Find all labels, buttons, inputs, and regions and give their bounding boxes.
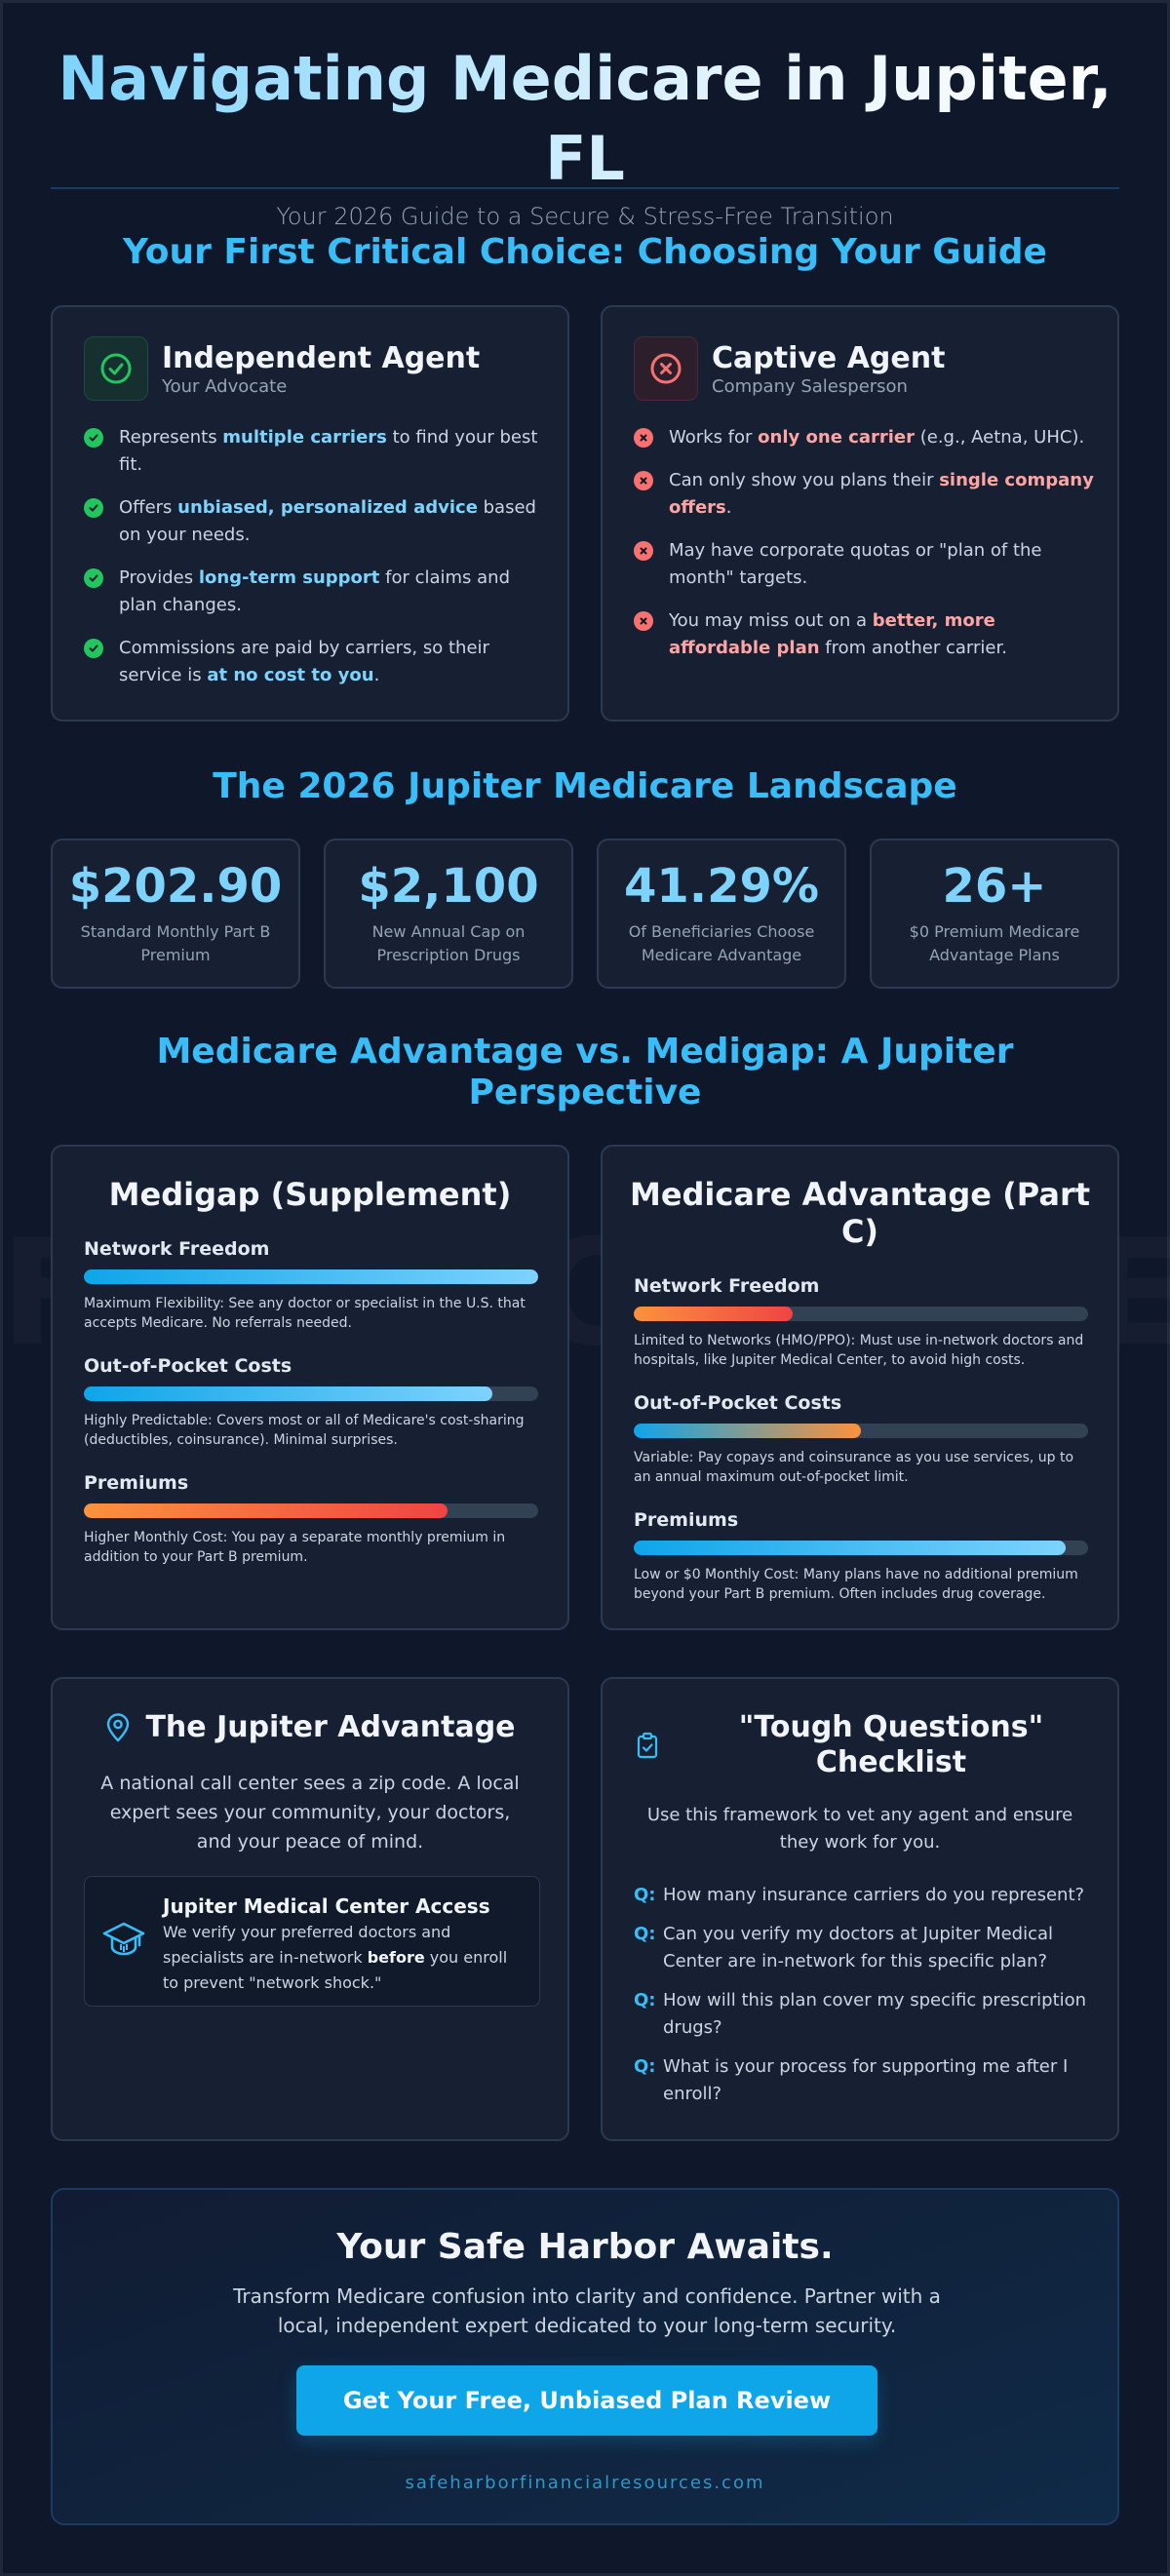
- level-bar: [634, 1541, 1088, 1555]
- stat-label: $0 Premium Medicare Advantage Plans: [909, 922, 1080, 964]
- stat-value: $2,100: [358, 859, 539, 914]
- medigap-card: Medigap (Supplement) Network Freedom Max…: [51, 1145, 569, 1630]
- website-url[interactable]: safeharborfinancialresources.com: [405, 2473, 765, 2493]
- cta-title: Your Safe Harbor Awaits.: [336, 2227, 834, 2267]
- graduation-cap-icon: [102, 1920, 145, 1963]
- metric-out-of-pocket: Out-of-Pocket Costs Variable: Pay copays…: [634, 1392, 1088, 1487]
- advantage-title: Medicare Advantage (Part C): [629, 1176, 1091, 1250]
- advantage-card: Medicare Advantage (Part C) Network Free…: [601, 1145, 1119, 1630]
- x-icon: [634, 471, 653, 490]
- independent-agent-bullets: Represents multiple carriers to find you…: [84, 424, 550, 705]
- level-bar: [84, 1386, 538, 1401]
- x-icon: [634, 428, 653, 448]
- header-divider: [51, 187, 1119, 189]
- level-bar: [634, 1307, 1088, 1321]
- check-icon: [84, 498, 103, 518]
- captive-agent-card: Captive Agent Company Salesperson Works …: [601, 305, 1119, 722]
- stat-card-advantage-share: 41.29% Of Beneficiaries Choose Medicare …: [597, 839, 846, 989]
- checklist-text: Use this framework to vet any agent and …: [646, 1805, 1073, 1853]
- list-item: Q: How will this plan cover my specific p…: [634, 1990, 1087, 2038]
- stat-card-drug-cap: $2,100 New Annual Cap on Prescription Dr…: [324, 839, 573, 989]
- checklist-title: "Tough Questions" Checklist: [738, 1710, 1044, 1779]
- plan-review-button[interactable]: Get Your Free, Unbiased Plan Review: [296, 2365, 878, 2436]
- list-item: Offers unbiased, personalized advice bas…: [84, 494, 550, 549]
- medigap-title: Medigap (Supplement): [108, 1176, 512, 1213]
- independent-agent-role: Your Advocate: [162, 375, 288, 397]
- captive-agent-bullets: Works for only one carrier (e.g., Aetna,…: [634, 424, 1100, 678]
- list-item: Provides long-term support for claims an…: [84, 565, 550, 619]
- level-bar: [84, 1269, 538, 1284]
- independent-agent-name: Independent Agent: [162, 340, 481, 375]
- stat-label: Of Beneficiaries Choose Medicare Advanta…: [628, 922, 815, 964]
- check-icon: [84, 428, 103, 448]
- check-icon: [84, 568, 103, 588]
- captive-agent-name: Captive Agent: [712, 340, 946, 375]
- x-circle-icon: [634, 336, 698, 401]
- independent-agent-card: Independent Agent Your Advocate Represen…: [51, 305, 569, 722]
- stat-card-part-b: $202.90 Standard Monthly Part B Premium: [51, 839, 300, 989]
- cta-section: Your Safe Harbor Awaits. Transform Medic…: [51, 2188, 1119, 2525]
- list-item: Q: What is your process for supporting me…: [634, 2056, 1069, 2104]
- list-item: Commissions are paid by carriers, so the…: [84, 635, 550, 689]
- x-icon: [634, 611, 653, 631]
- clipboard-check-icon: [636, 1732, 659, 1763]
- guide-section-title: Your First Critical Choice: Choosing You…: [123, 232, 1047, 272]
- stat-card-zero-premium: 26+ $0 Premium Medicare Advantage Plans: [870, 839, 1119, 989]
- stat-value: 26+: [942, 859, 1047, 914]
- stat-value: $202.90: [68, 859, 283, 914]
- x-icon: [634, 541, 653, 561]
- stat-value: 41.29%: [624, 859, 819, 914]
- jupiter-advantage-title: The Jupiter Advantage: [145, 1710, 516, 1744]
- medical-center-desc: We verify your preferred doctors and spe…: [163, 1923, 508, 1992]
- landscape-section-title: The 2026 Jupiter Medicare Landscape: [213, 766, 957, 806]
- comparison-section-title: Medicare Advantage vs. Medigap: A Jupite…: [156, 1032, 1014, 1112]
- metric-network-freedom: Network Freedom Maximum Flexibility: See…: [84, 1238, 538, 1333]
- checklist-card: "Tough Questions" Checklist Use this fra…: [601, 1677, 1119, 2141]
- metric-network-freedom: Network Freedom Limited to Networks (HMO…: [634, 1275, 1088, 1370]
- metric-premiums: Premiums Low or $0 Monthly Cost: Many pl…: [634, 1509, 1088, 1604]
- metric-out-of-pocket: Out-of-Pocket Costs Highly Predictable: …: [84, 1355, 538, 1450]
- metric-premiums: Premiums Higher Monthly Cost: You pay a …: [84, 1472, 538, 1567]
- level-bar: [84, 1503, 538, 1518]
- list-item: Works for only one carrier (e.g., Aetna,…: [634, 424, 1100, 451]
- stat-label: Standard Monthly Part B Premium: [80, 922, 271, 964]
- question-list: Q: How many insurance carriers do you rep…: [634, 1882, 1090, 2120]
- jupiter-advantage-text: A national call center sees a zip code. …: [100, 1773, 520, 1853]
- level-bar: [634, 1424, 1088, 1438]
- medical-center-box: Jupiter Medical Center Access We verify …: [84, 1876, 540, 2007]
- cta-text: Transform Medicare confusion into clarit…: [233, 2284, 941, 2337]
- list-item: Q: How many insurance carriers do you rep…: [634, 1885, 1085, 1905]
- stat-label: New Annual Cap on Prescription Drugs: [371, 922, 526, 964]
- check-icon: [84, 639, 103, 658]
- medical-center-title: Jupiter Medical Center Access: [163, 1894, 490, 1918]
- list-item: Can only show you plans their single com…: [634, 467, 1100, 522]
- list-item: Q: Can you verify my doctors at Jupiter M…: [634, 1924, 1054, 1971]
- captive-agent-role: Company Salesperson: [712, 375, 908, 397]
- map-pin-icon: [104, 1713, 132, 1742]
- page-title: Navigating Medicare in Jupiter, FL: [51, 39, 1119, 199]
- jupiter-advantage-card: The Jupiter Advantage A national call ce…: [51, 1677, 569, 2141]
- header: Navigating Medicare in Jupiter, FL Your …: [51, 39, 1119, 230]
- check-circle-icon: [84, 336, 148, 401]
- list-item: Represents multiple carriers to find you…: [84, 424, 550, 479]
- list-item: May have corporate quotas or "plan of th…: [634, 537, 1100, 592]
- list-item: You may miss out on a better, more affor…: [634, 607, 1100, 662]
- page-subtitle: Your 2026 Guide to a Secure & Stress-Fre…: [276, 203, 894, 230]
